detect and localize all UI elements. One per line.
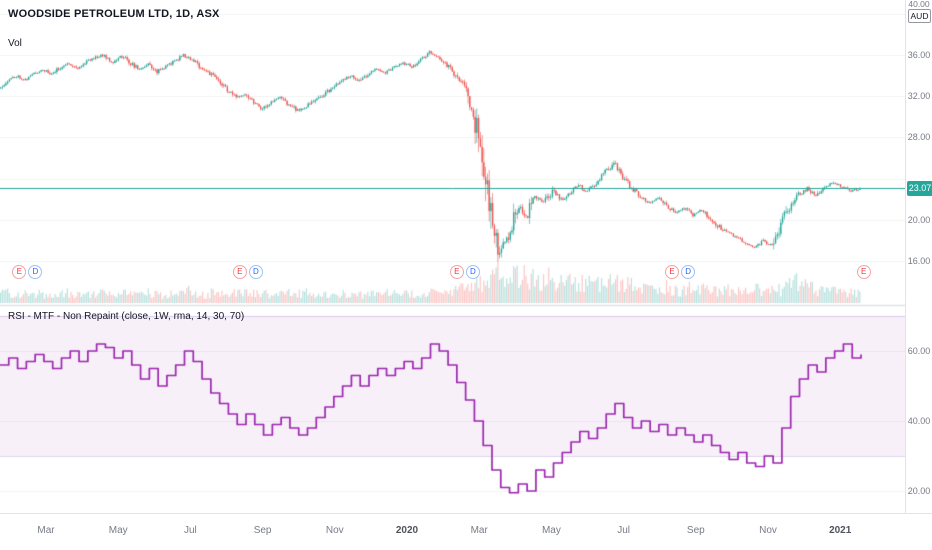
dividend-badge[interactable]: D (465, 265, 480, 279)
price-axis-label: 28.00 (907, 132, 931, 143)
rsi-axis-label: 20.00 (907, 486, 931, 496)
price-axis-label: 36.00 (907, 50, 931, 60)
price-axis-top-label: 40.00 (908, 0, 930, 8)
symbol-title[interactable]: WOODSIDE PETROLEUM LTD, 1D, ASX (8, 8, 220, 20)
dividend-badge[interactable]: D (248, 265, 263, 279)
price-axis-label: 16.00 (907, 256, 931, 266)
time-axis-label: Nov (759, 525, 777, 536)
time-axis-label: Sep (253, 525, 272, 536)
time-axis[interactable]: Mar May Jul Sep Nov 2020 Mar May Jul Sep Nov 2021 (0, 513, 932, 550)
earnings-badge[interactable]: E (856, 265, 871, 279)
dividend-badge[interactable]: D (28, 265, 43, 279)
earnings-badge[interactable]: E (12, 265, 27, 279)
price-axis-label: 32.00 (907, 91, 931, 102)
rsi-axis-label: 60.00 (907, 346, 931, 356)
volume-indicator-label[interactable]: Vol (8, 38, 22, 49)
time-axis-label: Jul (617, 525, 630, 536)
earnings-badge[interactable]: E (232, 265, 247, 279)
time-axis-label: 2021 (829, 525, 852, 536)
time-axis-label: Mar (37, 525, 55, 536)
rsi-axis-label: 40.00 (907, 416, 931, 426)
time-axis-label: Mar (470, 525, 488, 536)
earnings-badge[interactable]: E (665, 265, 680, 279)
time-axis-label: Nov (325, 525, 344, 536)
currency-badge[interactable]: AUD (908, 9, 931, 23)
price-axis-label: 20.00 (907, 214, 931, 225)
price-axis[interactable]: 40.00 AUD 23.07 36.00 32.00 28.00 20.00 16.0… (905, 0, 932, 513)
dividend-badge[interactable]: D (681, 265, 696, 279)
time-axis-label: 2020 (395, 525, 419, 536)
current-price-tag: 23.07 (907, 180, 932, 196)
time-axis-label: May (541, 525, 561, 536)
earnings-badge[interactable]: E (449, 265, 464, 279)
time-axis-label: Sep (686, 525, 705, 536)
time-axis-label: Jul (183, 525, 197, 536)
time-axis-label: May (108, 525, 128, 536)
rsi-indicator-label[interactable]: RSI - MTF - Non Repaint (close, 1W, rma,… (8, 311, 245, 322)
